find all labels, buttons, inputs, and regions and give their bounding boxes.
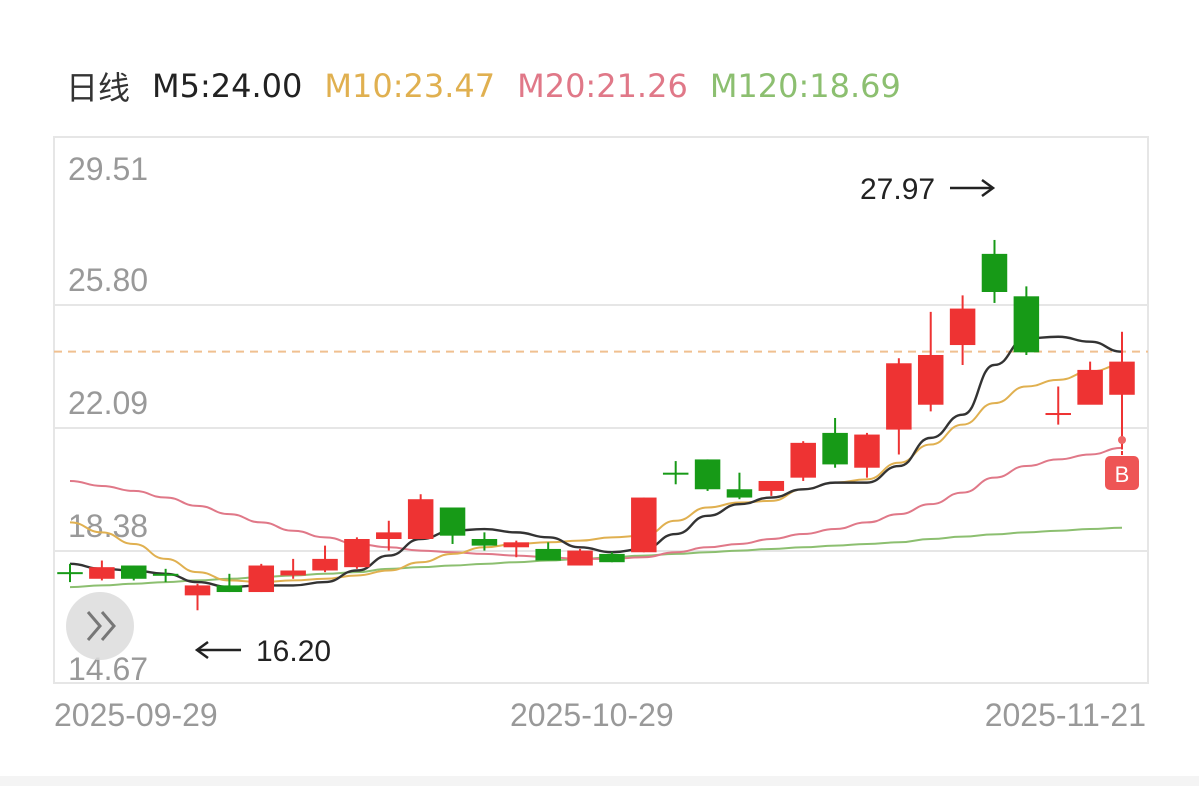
candle-body (407, 499, 434, 539)
candle-body (949, 308, 976, 346)
candle-body (248, 565, 275, 593)
x-tick-label: 2025-10-29 (510, 697, 674, 733)
candle[interactable] (248, 563, 275, 593)
candle[interactable] (312, 545, 338, 573)
candle[interactable] (57, 563, 83, 583)
candle-body (312, 558, 338, 571)
candle-body (917, 354, 944, 405)
candle[interactable] (631, 497, 657, 553)
candle[interactable] (439, 507, 466, 544)
candle[interactable] (1109, 331, 1135, 450)
buy-marker-badge[interactable]: B (1105, 456, 1139, 490)
candle-body (121, 565, 147, 579)
min-price-annotation: 16.20 (256, 635, 331, 668)
candle-body (471, 538, 498, 546)
candle[interactable] (535, 542, 561, 561)
candle[interactable] (790, 441, 816, 481)
candle-body (758, 480, 785, 491)
ma-line-m120 (69, 526, 1123, 589)
candle[interactable] (89, 560, 115, 581)
y-tick-label: 18.38 (68, 508, 148, 544)
candle[interactable] (1077, 361, 1103, 405)
candle[interactable] (503, 540, 530, 558)
max-arrow-icon (950, 178, 996, 198)
moving-average-layer (69, 335, 1123, 589)
candle-body (184, 585, 211, 596)
x-tick-label: 2025-11-21 (985, 697, 1146, 733)
candle[interactable] (567, 548, 593, 566)
candle[interactable] (981, 239, 1008, 303)
candle[interactable] (917, 311, 944, 412)
x-tick-label: 2025-09-29 (54, 697, 218, 733)
candle-body (726, 489, 753, 498)
candle-body (694, 459, 721, 490)
candle[interactable] (694, 459, 721, 491)
candle[interactable] (376, 520, 402, 551)
candle[interactable] (662, 461, 689, 485)
ma-line-m10 (69, 363, 1123, 584)
candle-body (886, 363, 912, 430)
candle[interactable] (152, 568, 179, 583)
candle-body (854, 434, 880, 468)
ma5-value: M5:24.00 (152, 67, 303, 105)
candle[interactable] (407, 494, 434, 539)
candle-body (1045, 413, 1071, 416)
max-price-annotation: 27.97 (860, 173, 935, 206)
ma-line-m20 (69, 446, 1123, 560)
ma120-value: M120:18.69 (709, 67, 901, 105)
candle[interactable] (726, 472, 753, 500)
candle-body (599, 553, 625, 563)
candle-layer (57, 239, 1135, 611)
candle[interactable] (280, 558, 306, 579)
buy-marker-label: B (1115, 462, 1130, 487)
candle-body (216, 585, 243, 593)
candle-body (344, 538, 370, 568)
candle-body (981, 253, 1008, 292)
candle-body (152, 573, 179, 576)
candle[interactable] (758, 480, 785, 496)
candle-body (1109, 361, 1135, 395)
buy-marker-dot (1118, 436, 1126, 444)
plot-frame (53, 136, 1149, 684)
ma10-value: M10:23.47 (324, 67, 496, 105)
candle[interactable] (822, 417, 848, 468)
candle[interactable] (1013, 286, 1040, 355)
candle[interactable] (216, 573, 243, 593)
candle-body (790, 442, 816, 478)
bottom-divider (0, 776, 1199, 786)
candle[interactable] (886, 358, 912, 455)
candle[interactable] (599, 552, 625, 563)
candle-body (280, 570, 306, 576)
y-tick-label: 22.09 (68, 385, 148, 421)
candle-body (567, 550, 593, 566)
period-label: 日线 (66, 69, 131, 107)
candle-body (376, 532, 402, 539)
candle-body (822, 432, 848, 465)
candle-body (662, 472, 689, 475)
y-tick-label: 25.80 (68, 262, 148, 298)
candle[interactable] (471, 532, 498, 551)
candle-body (1013, 296, 1040, 353)
candle-body (57, 572, 83, 575)
y-tick-label: 29.51 (68, 151, 148, 187)
ma-line-m5 (69, 335, 1123, 589)
candle-body (535, 548, 561, 561)
expand-history-button[interactable] (66, 592, 134, 660)
ma20-value: M20:21.26 (517, 67, 688, 105)
candle-body (1077, 369, 1103, 405)
candle-body (503, 542, 530, 548)
candle[interactable] (854, 432, 880, 478)
candle[interactable] (949, 295, 976, 365)
min-arrow-icon (194, 640, 241, 660)
candle[interactable] (344, 537, 370, 569)
chart-legend: 日线 M5:24.00 M10:23.47 M20:21.26 M120:18.… (66, 64, 923, 108)
double-chevron-right-icon (86, 611, 116, 641)
candle[interactable] (121, 565, 147, 581)
candle[interactable] (184, 583, 211, 611)
candle[interactable] (1045, 386, 1071, 425)
candle-body (439, 507, 466, 536)
candle-body (89, 567, 115, 579)
candle-body (631, 497, 657, 553)
